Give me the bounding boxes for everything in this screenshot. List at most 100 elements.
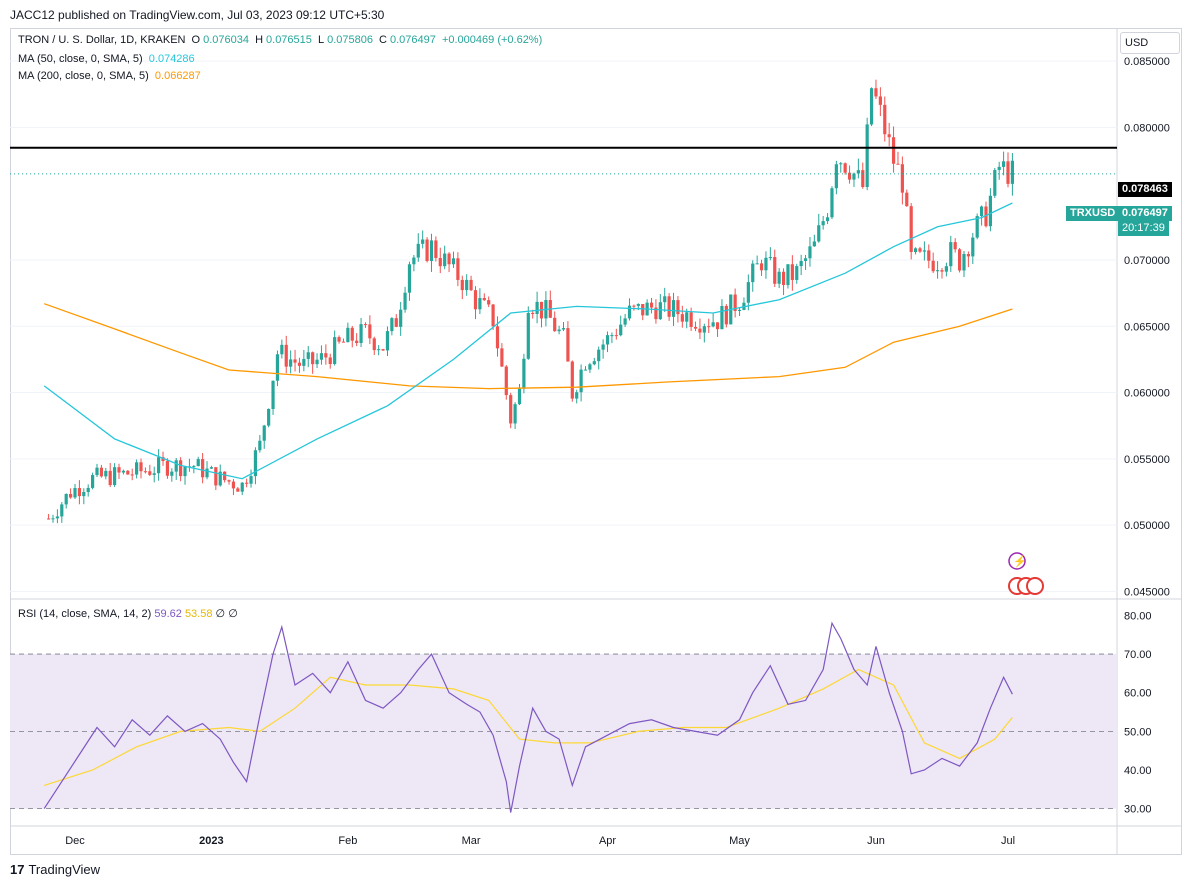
candle-body — [333, 337, 337, 364]
candle-body — [179, 460, 183, 477]
candle-body — [218, 471, 222, 486]
candle-body — [275, 354, 280, 381]
tradingview-logo[interactable]: 17 TradingView — [10, 862, 100, 877]
candle-body — [553, 317, 557, 332]
candle-body — [399, 309, 403, 327]
candle-body — [121, 470, 126, 473]
candle-body — [746, 282, 750, 303]
ma50-label[interactable]: MA (50, close, 0, SMA, 5) — [18, 53, 143, 65]
candle-body — [201, 459, 205, 478]
flash-event-glyph: ⚡ — [1013, 555, 1027, 568]
candle-body — [931, 260, 935, 272]
candle-body — [104, 470, 108, 477]
candle-body — [465, 279, 469, 291]
candle-body — [922, 250, 926, 252]
candle-body — [161, 457, 165, 462]
candle-body — [126, 470, 130, 475]
candle-body — [517, 388, 522, 405]
time-tick-label: Jun — [867, 835, 885, 847]
ohlc-high-label: H — [255, 34, 264, 46]
candle-body — [51, 518, 55, 520]
candle-body — [491, 304, 495, 327]
candle-body — [856, 170, 860, 174]
candle-body — [324, 353, 328, 358]
candle-body — [394, 318, 398, 327]
candle-body — [654, 307, 658, 320]
time-tick-label: Apr — [599, 835, 616, 847]
candle-body — [390, 318, 394, 332]
candle-body — [482, 297, 486, 301]
candle-body — [834, 164, 838, 189]
candle-body — [117, 467, 121, 473]
candle-body — [443, 253, 447, 267]
candle-body — [108, 470, 112, 486]
rsi-tick-label: 60.00 — [1124, 688, 1152, 700]
ma200-line — [43, 303, 1013, 390]
candle-body — [209, 467, 214, 469]
candle-body — [509, 395, 513, 424]
candle-body — [592, 361, 596, 365]
candle-body — [610, 335, 614, 337]
candle-body — [429, 240, 434, 262]
candle-body — [297, 362, 302, 366]
candle-body — [258, 440, 262, 451]
rsi-extra-2: ∅ — [228, 608, 238, 620]
currency-button[interactable]: USD — [1120, 32, 1180, 54]
candle-body — [909, 206, 913, 253]
candle-body — [1010, 160, 1015, 184]
candle-body — [227, 480, 231, 482]
candle-body — [152, 473, 156, 475]
candle-body — [223, 471, 227, 481]
candle-body — [676, 300, 680, 315]
candle-body — [438, 257, 442, 267]
candle-body — [843, 163, 847, 173]
candle-body — [614, 335, 618, 337]
candle-body — [601, 344, 605, 350]
symbol-legend: TRON / U. S. Dollar, 1D, KRAKEN O 0.07603… — [18, 34, 545, 46]
candle-body — [77, 488, 82, 497]
tv-logo-icon: 17 — [10, 862, 25, 877]
candle-body — [240, 482, 244, 492]
ma200-label[interactable]: MA (200, close, 0, SMA, 5) — [18, 70, 149, 82]
candle-body — [913, 248, 918, 253]
candle-body — [1006, 161, 1010, 184]
candle-body — [891, 137, 896, 164]
candle-body — [46, 518, 51, 520]
candle-body — [878, 96, 882, 105]
rsi-label[interactable]: RSI (14, close, SMA, 14, 2) — [18, 608, 152, 620]
candle-body — [460, 279, 464, 291]
candle-body — [456, 258, 460, 280]
candle-body — [570, 361, 574, 399]
publish-info: JACC12 published on TradingView.com, Jul… — [10, 8, 385, 22]
candle-body — [636, 304, 640, 306]
time-tick-label: Feb — [338, 835, 357, 847]
candle-body — [165, 461, 170, 476]
candle-body — [196, 459, 200, 467]
candle-body — [60, 504, 64, 517]
candle-body — [693, 326, 698, 329]
candle-body — [997, 166, 1001, 170]
candle-body — [883, 104, 887, 135]
candle-body — [82, 492, 86, 497]
candle-body — [944, 266, 948, 272]
symbol-title[interactable]: TRON / U. S. Dollar, 1D, KRAKEN — [18, 34, 186, 46]
candle-body — [306, 352, 310, 359]
candle-body — [328, 357, 332, 364]
rsi-tick-label: 30.00 — [1124, 804, 1152, 816]
economic-event-icon — [1026, 577, 1044, 595]
candle-body — [531, 312, 535, 314]
candle-body — [289, 359, 293, 367]
candle-body — [632, 305, 636, 307]
candle-body — [535, 301, 539, 314]
candle-body — [680, 314, 684, 322]
candle-body — [619, 324, 623, 336]
candle-body — [953, 242, 957, 250]
candle-body — [966, 254, 970, 257]
candle-body — [253, 450, 258, 477]
candle-body — [583, 369, 588, 371]
candle-body — [478, 297, 482, 310]
time-tick-label: Jul — [1001, 835, 1015, 847]
candle-body — [685, 312, 689, 322]
time-tick-label: Dec — [65, 835, 85, 847]
